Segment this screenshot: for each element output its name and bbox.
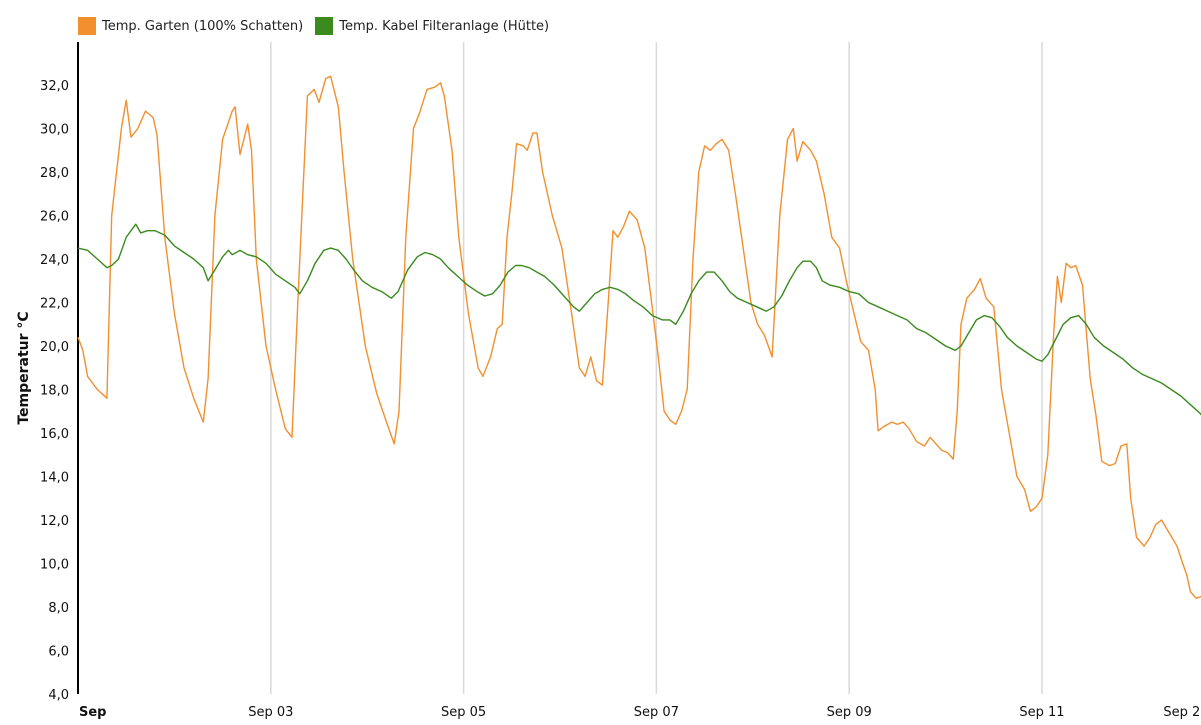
legend-item-cable[interactable]: Temp. Kabel Filteranlage (Hütte) — [315, 17, 549, 35]
legend: Temp. Garten (100% Schatten) Temp. Kabel… — [78, 17, 549, 35]
y-tick-label: 26,0 — [40, 210, 69, 225]
legend-swatch-cable — [315, 17, 334, 35]
series-line-cable — [77, 223, 1201, 416]
x-tick-label: Sep 03 — [248, 705, 293, 720]
y-tick-label: 28,0 — [40, 166, 69, 181]
y-tick-label: 20,0 — [40, 340, 69, 355]
x-tick-label: Sep 11 — [1019, 705, 1064, 720]
legend-label-garden: Temp. Garten (100% Schatten) — [102, 18, 304, 34]
y-axis-label: Temperatur °C — [16, 311, 32, 424]
x-tick-label: Sep — [79, 705, 107, 720]
y-tick-label: 24,0 — [40, 253, 69, 268]
grid-lines — [270, 42, 1043, 694]
series-line-garden — [77, 75, 1201, 599]
y-tick-label: 16,0 — [40, 427, 69, 442]
y-tick-label: 6,0 — [48, 645, 69, 660]
legend-label-cable: Temp. Kabel Filteranlage (Hütte) — [339, 18, 550, 34]
y-tick-label: 30,0 — [40, 123, 69, 138]
y-tick-label: 8,0 — [48, 601, 69, 616]
y-tick-label: 22,0 — [40, 297, 69, 312]
legend-swatch-garden — [78, 17, 96, 35]
y-tick-label: 4,0 — [48, 688, 69, 703]
y-tick-label: 10,0 — [40, 558, 69, 573]
x-tick-label: Sep 05 — [441, 705, 486, 720]
x-tick-label: Sep 07 — [634, 705, 679, 720]
y-tick-label: 12,0 — [40, 514, 69, 529]
y-tick-label: 32,0 — [40, 79, 69, 94]
y-tick-label: 14,0 — [40, 471, 69, 486]
series-lines — [77, 75, 1201, 599]
x-tick-label: Sep 09 — [827, 705, 872, 720]
y-tick-label: 18,0 — [40, 384, 69, 399]
x-tick-label: Sep 23 — [1163, 705, 1201, 720]
legend-item-garden[interactable]: Temp. Garten (100% Schatten) — [78, 17, 303, 35]
y-tick-labels: 4,0 6,0 8,0 10,0 12,0 14,0 16,0 18,0 20,0 22,0 24,… — [40, 79, 69, 703]
